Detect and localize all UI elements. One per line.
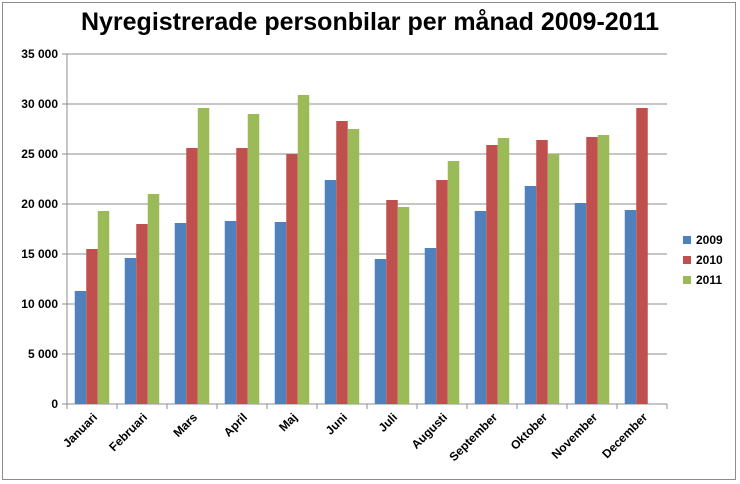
bar-2009 [124,258,137,404]
bar-2011 [447,161,460,404]
bar-2010 [286,154,298,404]
bar-2010 [236,148,248,404]
x-tick-label: Januari [60,410,100,450]
chart-title: Nyregistrerade personbilar per månad 200… [80,8,660,36]
x-tick-label: September [446,410,500,464]
bar-2011 [297,95,310,404]
bar-2009 [524,186,537,404]
bar-2009 [74,291,87,404]
bar-2010 [586,137,598,404]
bar-2010 [86,249,98,404]
legend-item-2009: 2009 [683,230,723,250]
x-tick-label: November [549,410,601,462]
bar-2010 [386,200,398,404]
bar-2009 [174,223,187,404]
x-tick-label: Oktober [508,410,551,453]
bar-2009 [624,210,637,404]
x-tick-label: December [599,410,650,461]
y-tick-label: 30 000 [21,97,58,111]
x-tick-label: Mars [170,410,200,440]
bar-2011 [97,211,110,404]
bar-2011 [347,129,360,404]
legend-item-2010: 2010 [683,250,723,270]
x-tick-label: Maj [276,410,300,434]
bar-2009 [374,259,387,404]
y-tick-label: 10 000 [21,297,58,311]
bar-2009 [274,222,287,404]
bar-2011 [397,207,410,404]
bar-2011 [597,135,610,404]
x-tick-label: April [221,410,250,439]
legend-item-2011: 2011 [683,270,723,290]
bar-2009 [474,211,487,404]
bar-2009 [574,203,587,404]
bar-2011 [147,194,160,404]
legend-swatch-2011 [683,276,691,284]
legend-label-2009: 2009 [696,233,723,247]
legend-swatch-2010 [683,256,691,264]
legend-swatch-2009 [683,236,691,244]
x-tick-label: Juni [323,410,350,437]
y-tick-label: 35 000 [21,47,58,61]
bar-2010 [636,108,648,404]
legend: 2009 2010 2011 [683,230,723,290]
bar-2010 [336,121,348,404]
x-tick-label: Juli [376,410,401,435]
y-tick-label: 25 000 [21,147,58,161]
y-tick-label: 5 000 [28,347,58,361]
bar-2010 [186,148,198,404]
x-tick-label: Februari [106,410,150,454]
bar-2011 [197,108,210,404]
bar-2009 [424,248,437,404]
bar-2010 [536,140,548,404]
bar-2010 [136,224,148,404]
y-tick-label: 15 000 [21,247,58,261]
bar-2011 [497,138,510,404]
bar-2011 [547,154,560,404]
bar-2011 [247,114,260,404]
bar-2010 [436,180,448,404]
legend-label-2010: 2010 [696,253,723,267]
y-tick-label: 20 000 [21,197,58,211]
y-tick-label: 0 [51,397,58,411]
chart-frame [2,2,736,480]
x-tick-label: Augusti [409,410,450,451]
bar-2010 [486,145,498,404]
bar-2009 [324,180,337,404]
legend-label-2011: 2011 [696,273,723,287]
bar-2009 [224,221,237,404]
